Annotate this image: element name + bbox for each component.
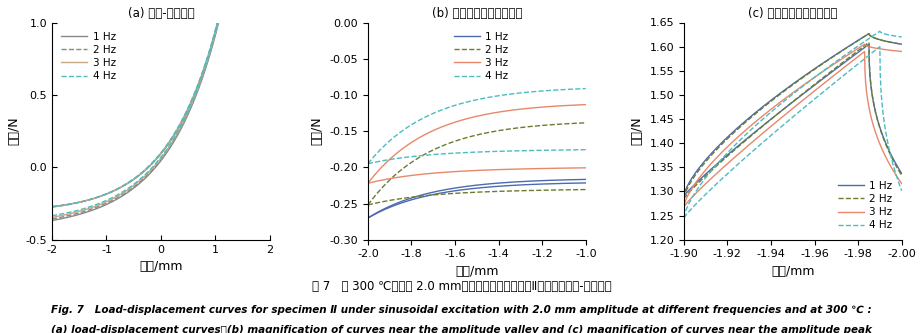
X-axis label: 位移/mm: 位移/mm: [139, 260, 183, 273]
Y-axis label: 载荷/N: 载荷/N: [630, 117, 643, 146]
Text: Fig. 7   Load-displacement curves for specimen Ⅱ under sinusoidal excitation wit: Fig. 7 Load-displacement curves for spec…: [51, 305, 872, 315]
Y-axis label: 载荷/N: 载荷/N: [311, 117, 324, 146]
Legend: 1 Hz, 2 Hz, 3 Hz, 4 Hz: 1 Hz, 2 Hz, 3 Hz, 4 Hz: [450, 28, 512, 86]
Y-axis label: 载荷/N: 载荷/N: [7, 117, 20, 146]
X-axis label: 位移/mm: 位移/mm: [455, 265, 498, 278]
X-axis label: 位移/mm: 位移/mm: [771, 265, 814, 278]
Legend: 1 Hz, 2 Hz, 3 Hz, 4 Hz: 1 Hz, 2 Hz, 3 Hz, 4 Hz: [833, 177, 896, 234]
Text: (a) load-displacement curves；(b) magnification of curves near the amplitude vall: (a) load-displacement curves；(b) magnifi…: [51, 325, 872, 333]
Title: (b) 振幅谷値附近曲线放大: (b) 振幅谷値附近曲线放大: [432, 7, 522, 20]
Legend: 1 Hz, 2 Hz, 3 Hz, 4 Hz: 1 Hz, 2 Hz, 3 Hz, 4 Hz: [57, 28, 120, 86]
Text: 图 7   在 300 ℃，振幅 2.0 mm，不同频率激励作用下Ⅱ类试样的载荷-位移曲线: 图 7 在 300 ℃，振幅 2.0 mm，不同频率激励作用下Ⅱ类试样的载荷-位…: [312, 280, 611, 293]
Title: (a) 载荷-位移曲线: (a) 载荷-位移曲线: [127, 7, 194, 20]
Title: (c) 振幅峰値附近曲线放大: (c) 振幅峰値附近曲线放大: [748, 7, 837, 20]
